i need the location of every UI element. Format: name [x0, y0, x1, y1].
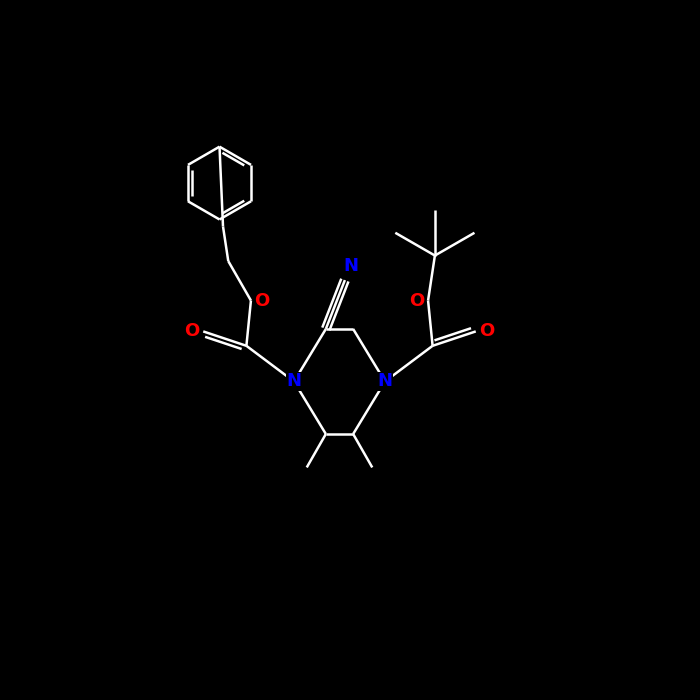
Text: O: O [480, 323, 495, 340]
Text: N: N [286, 372, 302, 391]
Text: O: O [184, 323, 199, 340]
Text: O: O [255, 291, 270, 309]
Text: N: N [377, 372, 393, 391]
Text: O: O [410, 291, 424, 309]
Text: N: N [343, 257, 358, 274]
